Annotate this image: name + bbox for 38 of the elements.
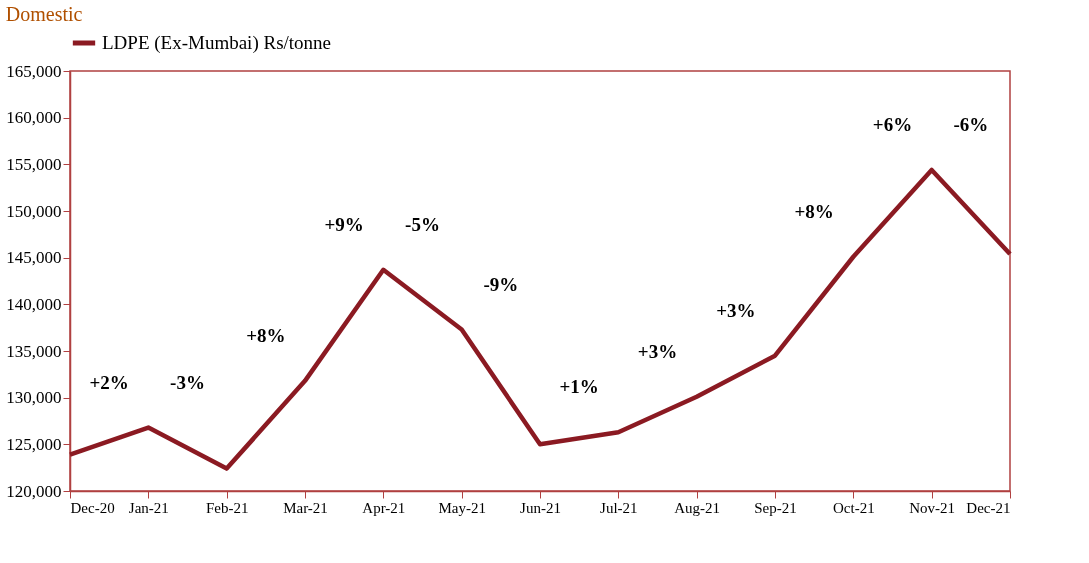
x-tick-label: Feb-21 (205, 499, 249, 516)
x-tick-label: Jul-21 (600, 499, 638, 516)
annotation: +6% (872, 113, 913, 135)
annotation: +8% (246, 324, 286, 346)
x-tick-label: Apr-21 (362, 499, 406, 516)
annotation: +8% (794, 200, 834, 222)
y-tick-label: 165,000 (6, 61, 62, 81)
x-tick-label: Aug-21 (674, 499, 721, 516)
y-tick-label: 150,000 (6, 201, 62, 221)
annotation: -5% (405, 213, 440, 235)
annotation: -3% (170, 371, 205, 393)
annotation: +9% (324, 213, 364, 235)
y-tick-label: 125,000 (6, 434, 62, 454)
annotation: +2% (89, 371, 129, 393)
y-tick-label: 120,000 (6, 481, 62, 501)
x-tick-label: Dec-20 (70, 499, 115, 516)
x-tick-label: Oct-21 (833, 499, 875, 516)
annotation: +3% (716, 299, 756, 321)
y-tick-label: 160,000 (6, 108, 62, 128)
y-tick-label: 155,000 (6, 154, 62, 174)
legend-label: LDPE (Ex-Mumbai) Rs/tonne (102, 32, 332, 54)
x-tick-label: Dec-21 (966, 499, 1011, 516)
annotation: +1% (559, 376, 599, 398)
y-tick-label: 140,000 (6, 294, 62, 314)
annotation: -9% (483, 273, 519, 295)
annotation: -6% (953, 113, 989, 135)
x-tick-label: Nov-21 (909, 499, 956, 516)
chart-title: Domestic (5, 3, 83, 25)
x-tick-label: Sep-21 (754, 499, 797, 516)
y-tick-label: 145,000 (6, 248, 62, 268)
annotation: +3% (637, 340, 678, 362)
x-tick-label: Jun-21 (520, 499, 561, 516)
x-tick-label: Jan-21 (128, 499, 169, 516)
x-tick-label: May-21 (438, 499, 486, 516)
line-series (67, 167, 1013, 471)
x-tick-label: Mar-21 (283, 499, 328, 516)
y-tick-label: 130,000 (6, 388, 62, 408)
y-tick-label: 135,000 (6, 341, 62, 361)
